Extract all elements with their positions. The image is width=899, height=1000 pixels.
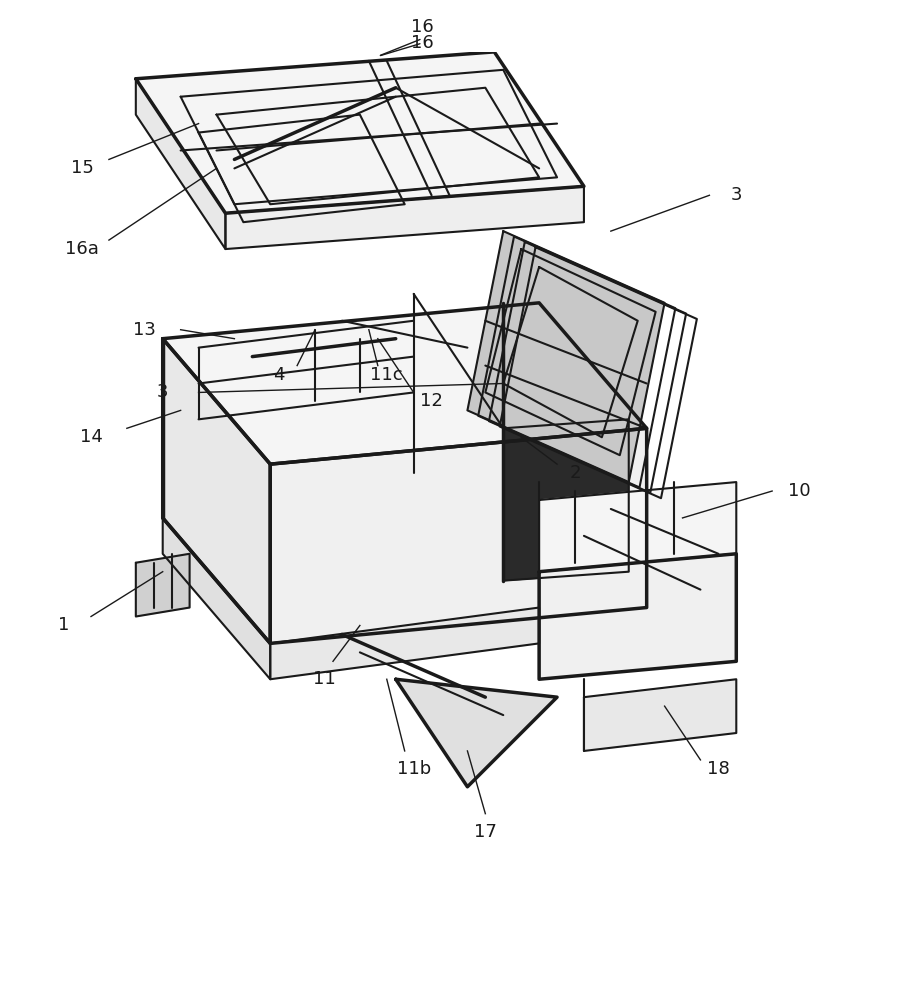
Text: 11c: 11c <box>370 366 403 384</box>
Text: 3: 3 <box>731 186 742 204</box>
Text: 12: 12 <box>420 392 443 410</box>
Polygon shape <box>539 482 736 572</box>
Polygon shape <box>163 303 646 464</box>
Text: 4: 4 <box>273 366 285 384</box>
Text: 15: 15 <box>71 159 93 177</box>
Text: 16a: 16a <box>65 240 99 258</box>
Polygon shape <box>396 679 557 787</box>
Text: 16: 16 <box>411 34 434 52</box>
Text: 13: 13 <box>133 321 156 339</box>
Text: 1: 1 <box>58 616 70 634</box>
Polygon shape <box>136 79 226 249</box>
Text: 11: 11 <box>313 670 335 688</box>
Text: 3: 3 <box>157 383 168 401</box>
Polygon shape <box>539 554 736 679</box>
Polygon shape <box>136 52 584 213</box>
Text: 14: 14 <box>80 428 102 446</box>
Polygon shape <box>271 428 646 643</box>
Text: 17: 17 <box>474 823 497 841</box>
Text: 11b: 11b <box>396 760 431 778</box>
Polygon shape <box>136 554 190 617</box>
Polygon shape <box>503 419 628 581</box>
Text: 10: 10 <box>788 482 810 500</box>
Text: 16: 16 <box>411 18 434 36</box>
Polygon shape <box>467 231 664 482</box>
Polygon shape <box>163 518 271 679</box>
Polygon shape <box>584 679 736 751</box>
Polygon shape <box>226 186 584 249</box>
Polygon shape <box>271 608 539 679</box>
Text: 18: 18 <box>707 760 730 778</box>
Text: 2: 2 <box>569 464 581 482</box>
Polygon shape <box>163 339 271 643</box>
